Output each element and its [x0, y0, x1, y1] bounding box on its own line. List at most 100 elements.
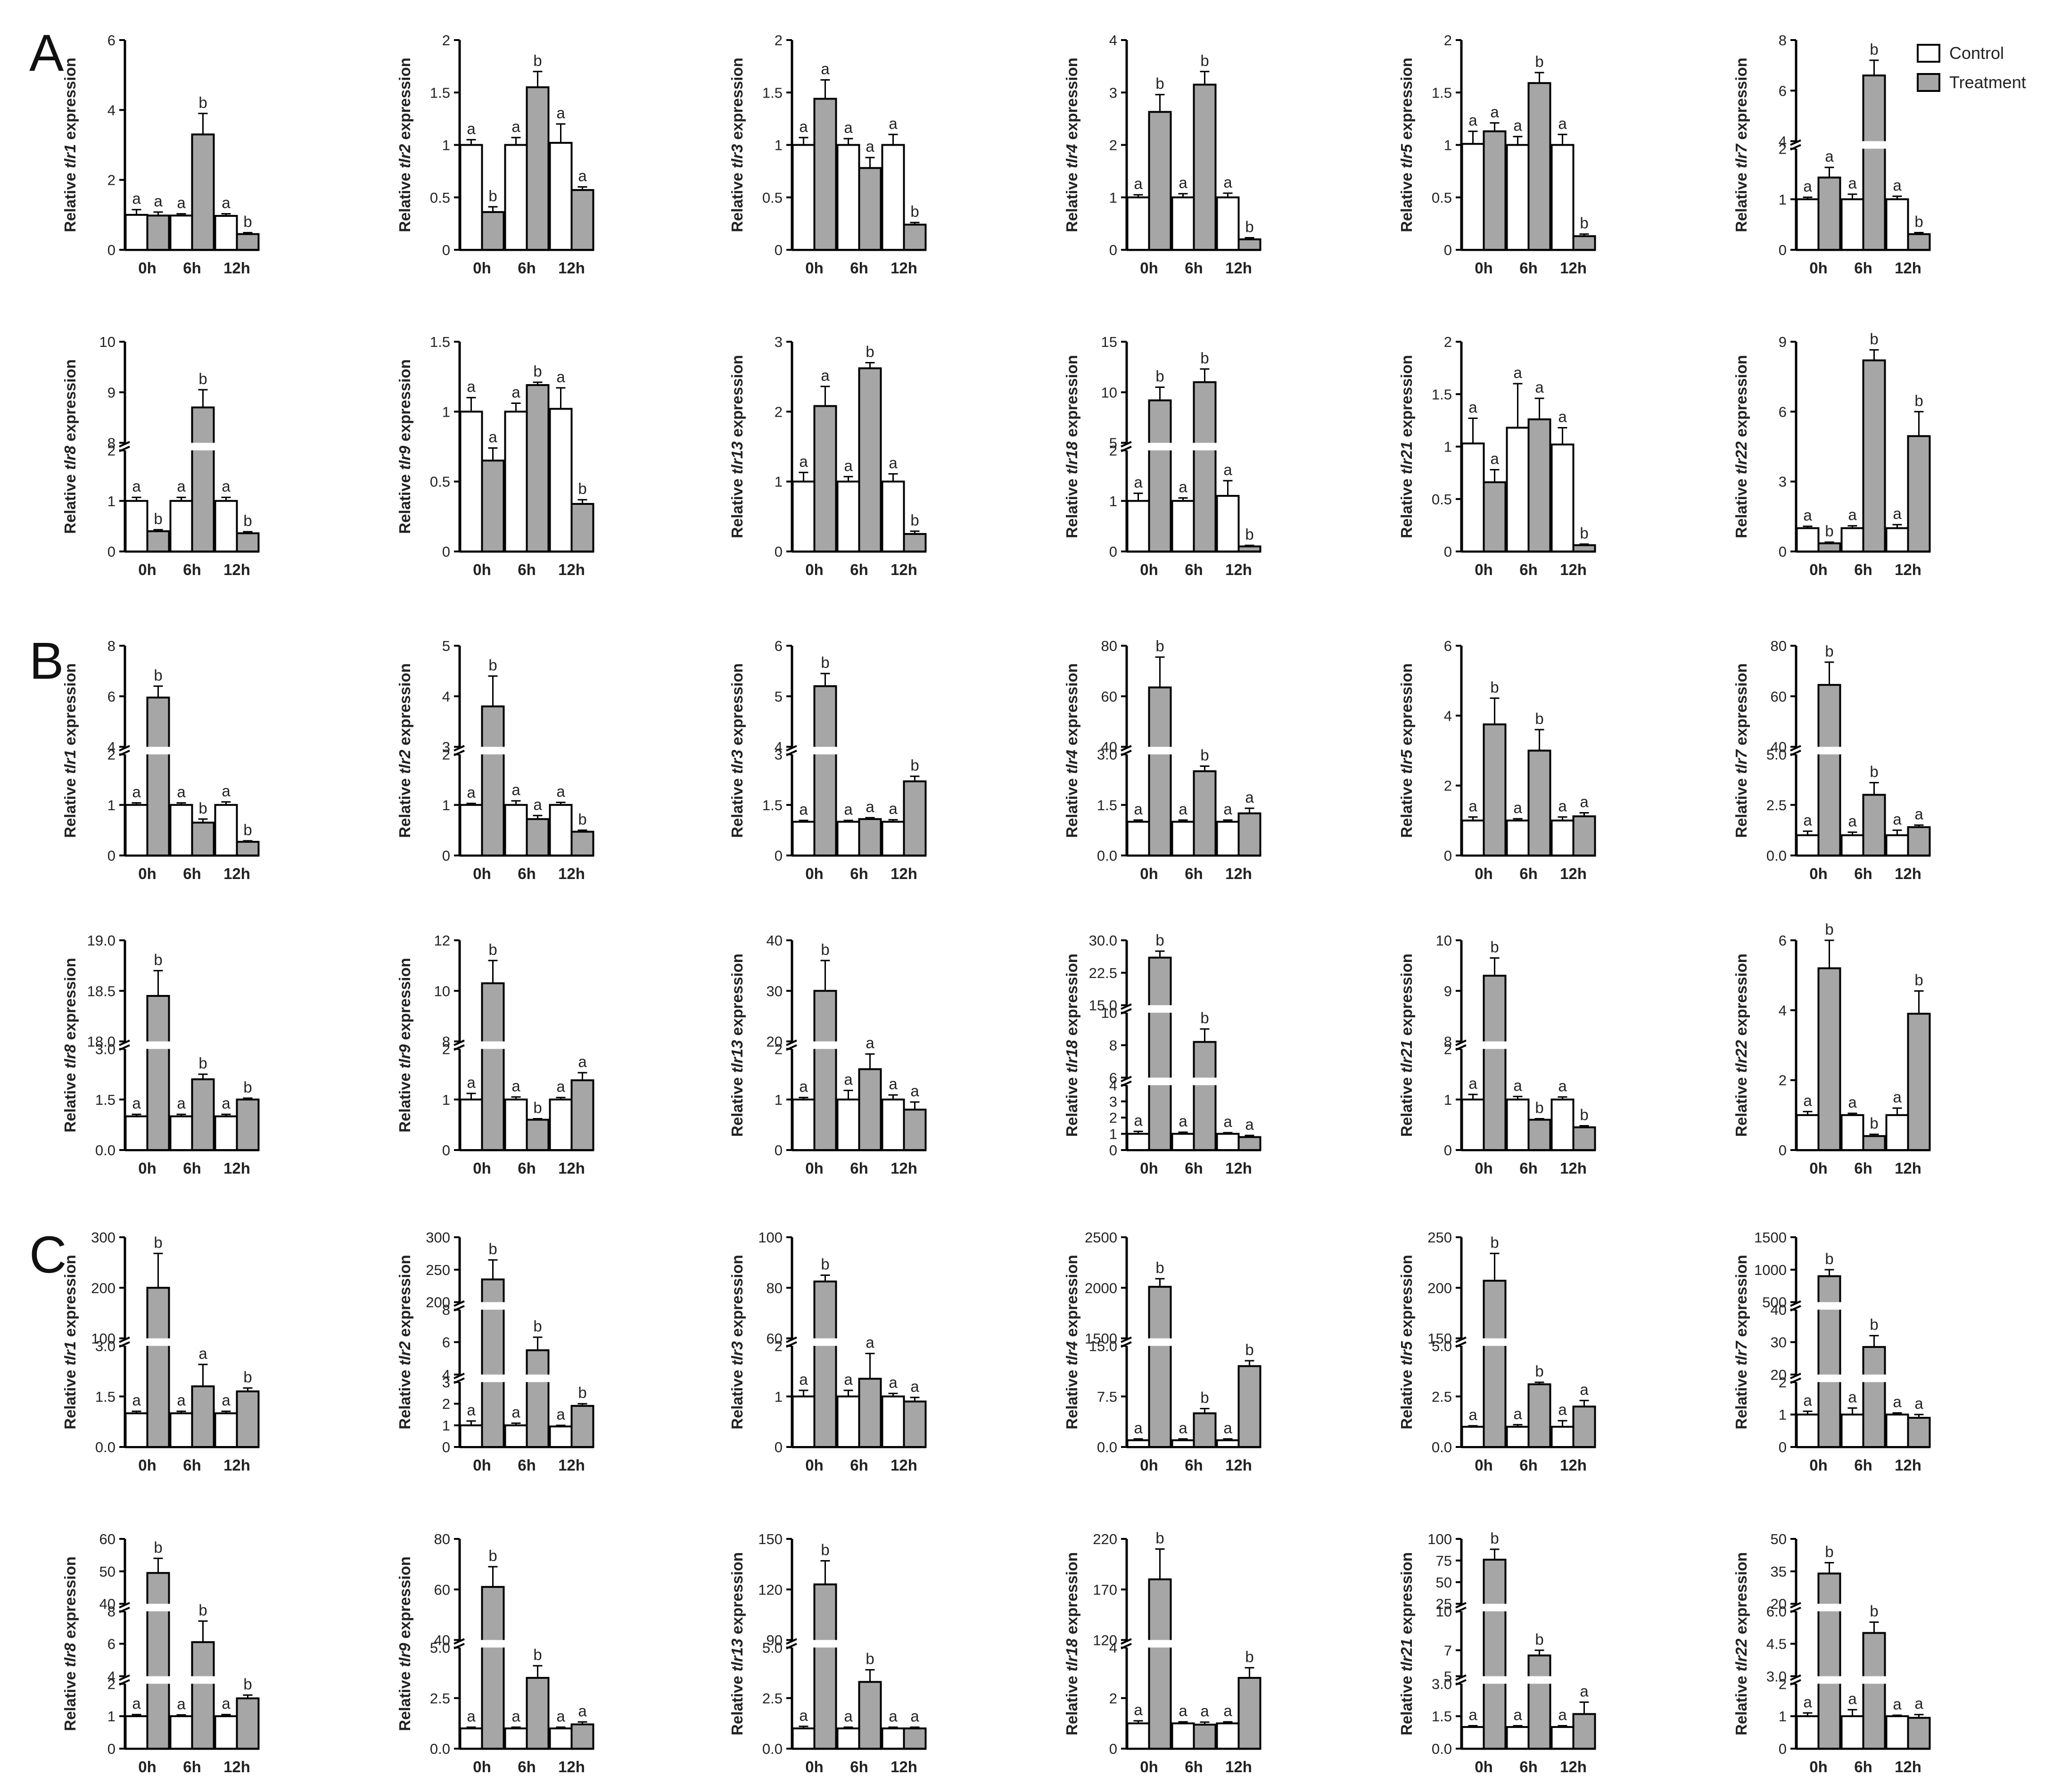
- x-tick-label: 12h: [223, 1758, 250, 1776]
- significance-label: a: [222, 1695, 231, 1712]
- y-tick-label: 4: [1779, 133, 1787, 150]
- significance-label: a: [511, 1708, 520, 1725]
- significance-label: b: [1870, 330, 1878, 347]
- y-axis-label: Relative tlr13 expression: [728, 355, 746, 538]
- control-bar: [1796, 198, 1820, 251]
- significance-label: b: [488, 941, 497, 958]
- x-tick-label: 12h: [558, 1456, 585, 1474]
- axis-break-mark: [1121, 1336, 1132, 1343]
- x-tick-label: 6h: [1185, 1758, 1203, 1776]
- treatment-bar: [570, 830, 594, 857]
- significance-label: b: [243, 512, 252, 529]
- treatment-bar: [191, 1078, 215, 1151]
- y-axis-label-prefix: Relative: [1398, 1671, 1415, 1735]
- significance-label: a: [177, 1695, 186, 1712]
- treatment-bar: [813, 98, 837, 251]
- significance-label: b: [1200, 52, 1209, 69]
- significance-label: a: [1914, 1395, 1923, 1412]
- significance-label: a: [1513, 1405, 1522, 1422]
- y-tick-label: 0: [1779, 1142, 1787, 1159]
- y-axis-label: Relative tlr8 expression: [61, 1556, 79, 1731]
- treatment-bar: [1193, 1724, 1217, 1750]
- treatment-bar: [1237, 1136, 1261, 1151]
- significance-label: a: [1223, 1113, 1232, 1130]
- control-bar: [549, 1727, 573, 1750]
- y-tick-label: 0: [442, 1142, 450, 1159]
- control-bar: [214, 1412, 238, 1448]
- y-tick-label: 2: [1109, 137, 1117, 154]
- significance-label: a: [177, 477, 186, 495]
- control-bar: [1461, 1098, 1485, 1151]
- treatment-bar: [1907, 233, 1931, 251]
- axis-break-mark: [786, 745, 797, 752]
- treatment-bar: [903, 1400, 927, 1448]
- significance-label: b: [243, 821, 252, 838]
- bar-break-gap: [1862, 1374, 1887, 1382]
- significance-label: a: [889, 1373, 898, 1391]
- control-bar: [124, 1115, 148, 1151]
- significance-label: a: [799, 1077, 808, 1095]
- significance-label: a: [467, 1401, 476, 1419]
- y-tick-label: 60: [767, 1331, 783, 1347]
- x-tick-label: 12h: [1560, 865, 1587, 882]
- control-bar: [1506, 1098, 1530, 1151]
- y-axis-label-suffix: expression: [1398, 954, 1415, 1040]
- bar-break-gap: [1862, 141, 1887, 149]
- control-bar: [881, 821, 905, 856]
- x-tick-label: 6h: [518, 1456, 536, 1474]
- x-tick-label: 0h: [805, 1159, 824, 1177]
- significance-label: a: [799, 1707, 808, 1724]
- treatment-bar: [813, 1583, 837, 1750]
- significance-label: b: [821, 1541, 829, 1558]
- x-tick-label: 0h: [138, 259, 157, 277]
- treatment-bar: [1862, 359, 1886, 552]
- y-axis-label-prefix: Relative: [1398, 1073, 1415, 1137]
- significance-label: a: [467, 120, 476, 137]
- significance-label: b: [533, 1099, 542, 1117]
- x-tick-label: 12h: [1225, 1159, 1252, 1177]
- y-axis-label-gene: tlr1: [61, 1341, 79, 1365]
- control-bar: [549, 1098, 573, 1151]
- significance-label: a: [198, 1345, 207, 1362]
- x-tick-label: 12h: [890, 865, 917, 882]
- x-tick-label: 12h: [223, 561, 250, 578]
- axis-break-mark: [1790, 1602, 1801, 1609]
- axis-break-mark: [786, 1039, 797, 1046]
- x-tick-label: 12h: [890, 1456, 917, 1474]
- y-axis-label-prefix: Relative: [61, 1069, 79, 1133]
- significance-label: a: [511, 118, 520, 135]
- axis-break-mark: [119, 1602, 130, 1609]
- y-axis-label: Relative tlr5 expression: [1398, 1255, 1415, 1430]
- y-tick-label: 9: [1444, 983, 1452, 999]
- y-axis-label-gene: tlr7: [1732, 1340, 1750, 1365]
- significance-label: b: [154, 1233, 162, 1251]
- y-tick-label: 1: [1109, 189, 1117, 206]
- significance-label: b: [1870, 1603, 1878, 1620]
- control-bar: [459, 1424, 483, 1448]
- y-axis-label-suffix: expression: [396, 958, 413, 1044]
- y-tick-label: 0: [442, 1439, 450, 1455]
- significance-label: a: [222, 782, 231, 799]
- significance-label: a: [1535, 378, 1544, 396]
- control-bar: [549, 142, 573, 251]
- x-tick-label: 6h: [1519, 1159, 1538, 1177]
- treatment-bar: [191, 822, 215, 856]
- y-axis-label-suffix: expression: [61, 958, 79, 1044]
- significance-label: a: [844, 1708, 853, 1725]
- y-tick-label: 5.0: [762, 1640, 783, 1656]
- treatment-bar: [1907, 1012, 1931, 1151]
- significance-label: a: [488, 428, 497, 445]
- significance-label: a: [177, 783, 186, 800]
- significance-label: a: [1803, 812, 1812, 829]
- bar-break-gap: [146, 1041, 171, 1049]
- y-tick-label: 0: [1109, 1741, 1117, 1757]
- y-tick-label: 1500: [1085, 1331, 1117, 1347]
- y-tick-label: 40: [1101, 739, 1117, 756]
- y-axis-label-suffix: expression: [1732, 1552, 1750, 1638]
- y-axis-label: Relative tlr18 expression: [1063, 954, 1080, 1137]
- control-bar: [1796, 1114, 1820, 1151]
- treatment-bar: [146, 214, 170, 251]
